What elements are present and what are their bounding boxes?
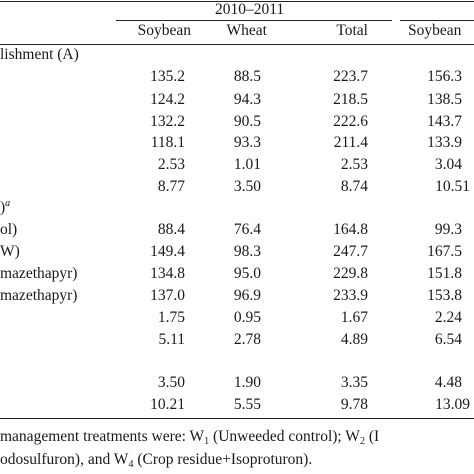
cell-soybean: 132.2 xyxy=(150,113,185,130)
top-rule xyxy=(0,1,474,2)
cell-soybean: 8.77 xyxy=(157,178,185,195)
col-header-wheat: Wheat xyxy=(226,22,267,39)
cell-soybean-2: 13.09 xyxy=(435,396,470,413)
cell-soybean: 5.11 xyxy=(158,331,185,348)
footnote-subscript: 1 xyxy=(204,436,210,447)
footnote-marker: a xyxy=(5,198,11,209)
footnote-text: management treatments were: W xyxy=(0,428,205,445)
footnote-subscript: 4 xyxy=(128,459,134,470)
header-rule xyxy=(0,44,474,45)
footnote-text: (Unweeded control); W xyxy=(209,428,360,445)
cell-soybean: 134.8 xyxy=(150,265,185,282)
period-underline xyxy=(116,20,392,21)
cell-total: 4.89 xyxy=(340,331,368,348)
cell-soybean-2: 153.8 xyxy=(427,287,462,304)
section-title-weed-management: )a xyxy=(0,199,10,217)
cell-soybean-2: 133.9 xyxy=(427,134,462,151)
cell-soybean-2: 156.3 xyxy=(427,68,462,85)
row-label: mazethapyr) xyxy=(0,287,78,304)
cell-wheat: 93.3 xyxy=(233,134,261,151)
cell-wheat: 94.3 xyxy=(233,91,261,108)
col-header-soybean: Soybean xyxy=(137,22,191,39)
footnote-text: odosulfuron), and W xyxy=(0,451,129,468)
cell-soybean-2: 138.5 xyxy=(427,91,462,108)
cell-soybean: 1.75 xyxy=(157,309,185,326)
cell-wheat: 0.95 xyxy=(233,309,261,326)
section-title-text: ) xyxy=(0,199,6,216)
cell-wheat: 98.3 xyxy=(233,243,261,260)
cell-soybean: 137.0 xyxy=(150,287,185,304)
cell-soybean: 135.2 xyxy=(150,68,185,85)
cell-wheat: 96.9 xyxy=(233,287,261,304)
cell-soybean-2: 99.3 xyxy=(434,221,462,238)
cell-total: 211.4 xyxy=(333,134,368,151)
cell-total: 222.6 xyxy=(333,113,368,130)
cell-total: 9.78 xyxy=(340,396,368,413)
cell-soybean: 118.1 xyxy=(150,134,185,151)
footnote-text: (I xyxy=(364,428,380,445)
col-header-soybean-2: Soybean xyxy=(408,22,462,39)
cell-wheat: 1.90 xyxy=(233,374,261,391)
col-header-total: Total xyxy=(336,22,368,39)
cell-total: 247.7 xyxy=(333,243,368,260)
cell-total: 233.9 xyxy=(333,287,368,304)
cell-soybean: 88.4 xyxy=(157,221,185,238)
period-underline-next xyxy=(400,20,474,21)
cell-soybean-2: 4.48 xyxy=(434,374,462,391)
cell-soybean-2: 10.51 xyxy=(435,178,470,195)
footnote-line-1: management treatments were: W1 (Unweeded… xyxy=(0,428,380,447)
cell-soybean: 3.50 xyxy=(157,374,185,391)
cell-soybean-2: 167.5 xyxy=(427,243,462,260)
cell-wheat: 2.78 xyxy=(233,331,261,348)
cell-total: 3.35 xyxy=(340,374,368,391)
cell-soybean-2: 3.04 xyxy=(434,156,462,173)
footnote-subscript: 2 xyxy=(359,436,365,447)
footnote-text: (Crop residue+Isoproturon). xyxy=(133,451,313,468)
cell-soybean: 149.4 xyxy=(150,243,185,260)
cell-soybean: 124.2 xyxy=(150,91,185,108)
cell-soybean: 10.21 xyxy=(150,396,185,413)
row-label: mazethapyr) xyxy=(0,265,78,282)
cell-soybean-2: 2.24 xyxy=(434,309,462,326)
footnote-line-2: odosulfuron), and W4 (Crop residue+Isopr… xyxy=(0,451,313,470)
cell-wheat: 76.4 xyxy=(233,221,261,238)
cell-total: 8.74 xyxy=(340,178,368,195)
period-header: 2010–2011 xyxy=(215,1,285,18)
cell-wheat: 90.5 xyxy=(233,113,261,130)
cell-soybean: 2.53 xyxy=(157,156,185,173)
cell-wheat: 95.0 xyxy=(233,265,261,282)
cell-total: 1.67 xyxy=(340,309,368,326)
cell-total: 229.8 xyxy=(333,265,368,282)
bottom-rule xyxy=(0,418,474,419)
cell-wheat: 3.50 xyxy=(233,178,261,195)
cell-soybean-2: 6.54 xyxy=(434,331,462,348)
cell-wheat: 88.5 xyxy=(233,68,261,85)
cell-total: 218.5 xyxy=(333,91,368,108)
cell-total: 2.53 xyxy=(340,156,368,173)
cell-soybean-2: 151.8 xyxy=(427,265,462,282)
cell-wheat: 1.01 xyxy=(233,156,261,173)
cell-wheat: 5.55 xyxy=(233,396,261,413)
cell-total: 164.8 xyxy=(333,221,368,238)
row-label: ol) xyxy=(0,221,18,238)
cell-soybean-2: 143.7 xyxy=(427,113,462,130)
cell-total: 223.7 xyxy=(333,68,368,85)
row-label: W) xyxy=(0,243,20,260)
section-title-establishment: lishment (A) xyxy=(0,46,79,63)
